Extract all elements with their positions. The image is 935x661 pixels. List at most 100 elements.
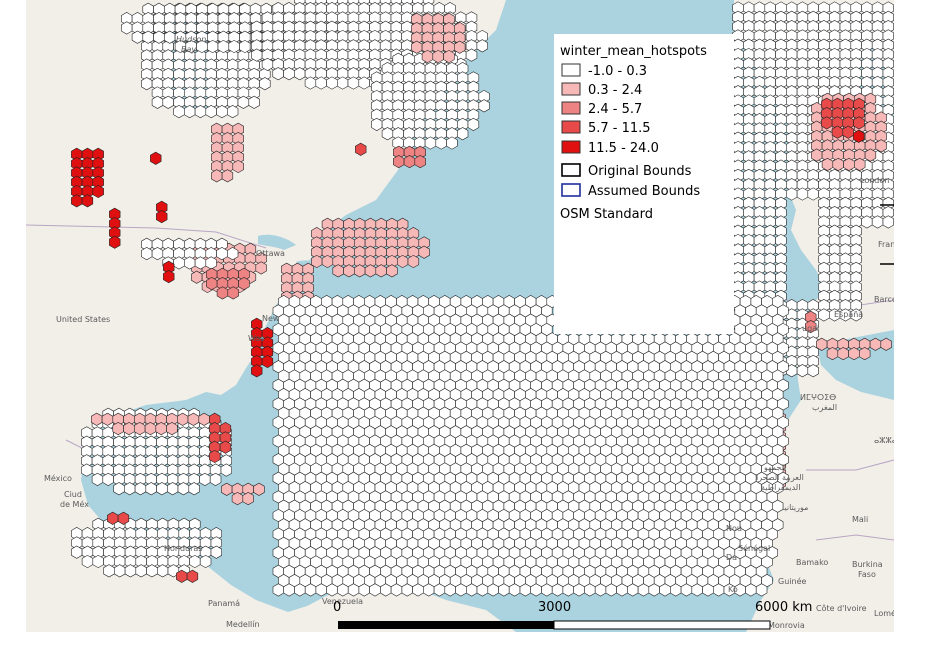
hex-cell [261, 57, 274, 71]
hex-cell [302, 281, 314, 295]
legend-swatch [561, 140, 581, 154]
hex-cell [221, 169, 234, 183]
hex-cell [882, 215, 894, 229]
hex-cell [476, 29, 488, 44]
hex-cell [217, 39, 230, 54]
hex-cell [283, 67, 295, 81]
place-label-hudson-bay: Hudson [176, 35, 206, 44]
place-label-washington: Was [248, 334, 264, 343]
hex-cell [584, 583, 596, 597]
hex-cell [850, 233, 862, 248]
hex-cell [850, 261, 862, 275]
hex-cell [882, 196, 894, 210]
hex-cell [232, 141, 244, 155]
hex-cell [882, 10, 894, 24]
hex-cell [135, 564, 147, 578]
place-label-mauritania: الجمهو [763, 463, 786, 472]
hex-cell [805, 310, 817, 324]
hex-cell [467, 108, 480, 122]
hex-cell [775, 196, 787, 210]
hex-cell [189, 517, 201, 531]
place-label-barcelona: Barce [874, 295, 894, 304]
hex-cell [358, 76, 370, 90]
place-label-mali: Mali [852, 515, 868, 524]
hex-cell [418, 236, 430, 250]
hex-cell [882, 159, 894, 173]
hex-cell [141, 247, 153, 261]
hex-cell [850, 224, 862, 238]
hex-cell [390, 583, 403, 597]
hex-cell [251, 364, 263, 378]
hex-cell [237, 95, 250, 109]
map-canvas[interactable]: Hudson Bay Ottawa United States New Was … [26, 0, 894, 632]
hex-cell [146, 564, 158, 578]
hex-cell [109, 217, 121, 231]
place-label-london: London [860, 176, 889, 185]
hex-cell [853, 129, 865, 143]
hex-cell [219, 440, 232, 454]
hex-cell [142, 30, 154, 44]
place-label-new-york: New [262, 314, 280, 323]
hex-cell [573, 583, 585, 597]
hex-cell [882, 29, 894, 43]
hex-cell [347, 583, 360, 597]
hex-cell [875, 111, 887, 125]
hex-cell [433, 583, 446, 597]
legend-basemap-label: OSM Standard [560, 207, 653, 222]
hex-cell [109, 226, 121, 240]
hex-cell [637, 583, 650, 597]
hex-cell [869, 337, 882, 351]
hex-cell [396, 217, 409, 231]
hex-cell [242, 492, 254, 506]
place-label-ottawa: Ottawa [256, 249, 285, 258]
hex-cell [455, 583, 467, 597]
hex-cell [371, 117, 383, 131]
hex-cell [71, 545, 83, 559]
hex-cell [163, 260, 175, 274]
hex-cell [293, 67, 306, 81]
hex-cell [109, 207, 121, 221]
hex-cell [248, 95, 260, 109]
hex-cell [807, 364, 819, 378]
hex-cell [853, 157, 866, 171]
legend-class-label: 11.5 - 24.0 [588, 141, 659, 156]
hex-cell [443, 12, 455, 26]
hex-cell [412, 583, 424, 597]
hex-cell [107, 511, 119, 525]
hex-cell [91, 472, 104, 486]
hex-cell [848, 347, 860, 361]
hex-cell [421, 49, 434, 64]
hex-cell [81, 463, 93, 477]
hex-cell [669, 583, 682, 597]
hex-cell [343, 264, 355, 278]
hex-cell [882, 38, 894, 52]
hex-cell [880, 337, 892, 351]
legend-outline-label: Original Bounds [588, 164, 692, 179]
hex-cell [209, 449, 221, 464]
place-label-cote-divoire: Côte d'Ivoire [816, 603, 867, 613]
hex-cell [103, 564, 115, 578]
hex-cell [882, 75, 894, 89]
hex-cell [444, 2, 456, 16]
hex-cell [205, 256, 217, 270]
hex-cell [432, 49, 444, 64]
hex-cell [465, 583, 478, 597]
hex-cell [858, 347, 871, 361]
hex-cell [101, 412, 114, 426]
hex-cell [562, 583, 575, 597]
hex-cell [476, 39, 488, 53]
hex-cell [304, 76, 317, 90]
hex-cell [816, 337, 828, 351]
hex-cell [435, 136, 447, 150]
legend-title: winter_mean_hotspots [560, 44, 707, 59]
hex-cell [401, 583, 413, 597]
hex-cell [261, 354, 274, 369]
hex-cell [355, 142, 367, 156]
hex-cell [850, 289, 862, 303]
hex-cell [453, 31, 466, 45]
hex-cell [216, 247, 228, 261]
hex-cell [117, 511, 130, 525]
hex-cell [315, 76, 327, 90]
hex-cell [850, 299, 862, 313]
hex-cell [407, 254, 420, 269]
